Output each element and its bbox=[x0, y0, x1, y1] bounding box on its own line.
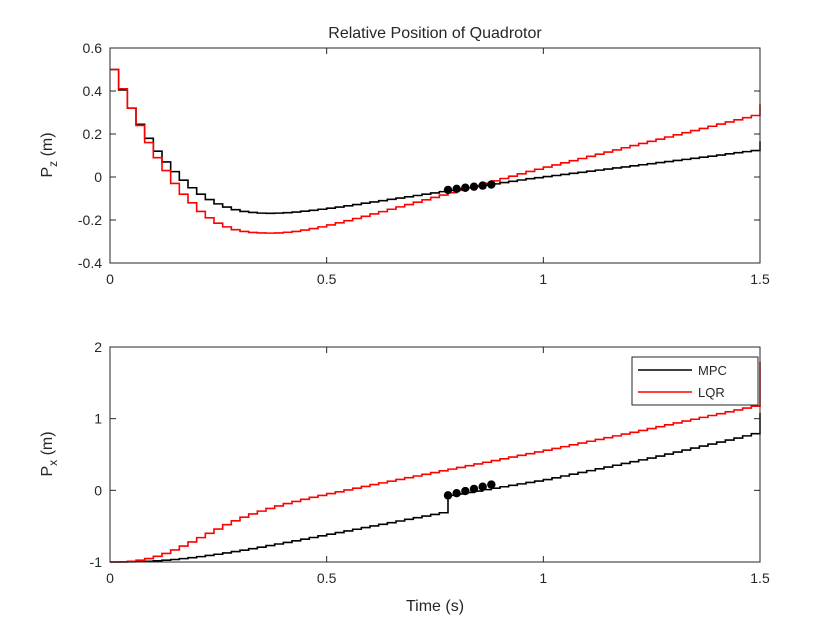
horizon-marker bbox=[478, 181, 487, 190]
y-tick-label: 0.2 bbox=[83, 126, 103, 142]
bottom-y-label-unit: (m) bbox=[39, 431, 56, 459]
x-tick-label: 1 bbox=[539, 271, 547, 287]
x-tick-label: 0.5 bbox=[317, 570, 337, 586]
x-tick-label: 1 bbox=[539, 570, 547, 586]
horizon-marker bbox=[443, 185, 453, 195]
legend: MPC LQR bbox=[631, 356, 759, 406]
x-tick-label: 0 bbox=[106, 570, 114, 586]
top-y-axis-label: Pz (m) bbox=[39, 132, 60, 177]
y-tick-label: -0.2 bbox=[78, 212, 102, 228]
horizon-marker bbox=[452, 489, 461, 498]
top-y-label-sub: z bbox=[46, 161, 60, 167]
horizon-marker bbox=[478, 482, 487, 491]
bottom-y-axis-label: Px (m) bbox=[39, 431, 60, 476]
chart-title: Relative Position of Quadrotor bbox=[328, 25, 542, 42]
y-tick-label: 0 bbox=[94, 169, 102, 185]
x-tick-label: 1.5 bbox=[750, 271, 770, 287]
y-tick-label: -1 bbox=[90, 554, 103, 570]
y-tick-label: 1 bbox=[94, 411, 102, 427]
y-tick-label: 0 bbox=[94, 482, 102, 498]
series-line-lqr bbox=[110, 362, 761, 563]
top-axes: 0 0.5 1 1.5 -0.4 -0.2 0 0.2 0.4 0.6 bbox=[78, 40, 770, 287]
horizon-marker bbox=[461, 183, 470, 192]
series-line-mpc bbox=[110, 68, 761, 215]
x-tick-label: 1.5 bbox=[750, 570, 770, 586]
axes-box bbox=[109, 346, 761, 563]
legend-label-lqr: LQR bbox=[698, 385, 725, 400]
horizon-marker bbox=[487, 480, 496, 489]
y-tick-label: 2 bbox=[94, 339, 102, 355]
horizon-marker bbox=[487, 180, 496, 189]
bottom-y-label-sub: x bbox=[46, 460, 60, 466]
y-tick-label: -0.4 bbox=[78, 255, 102, 271]
y-tick-label: 0.6 bbox=[83, 40, 103, 56]
series-line-lqr bbox=[110, 68, 761, 234]
x-tick-label: 0 bbox=[106, 271, 114, 287]
horizon-marker bbox=[443, 491, 453, 500]
legend-box bbox=[631, 356, 759, 406]
top-y-label-main: P bbox=[39, 167, 56, 178]
x-axis-label: Time (s) bbox=[406, 598, 464, 615]
top-y-label-unit: (m) bbox=[39, 132, 56, 160]
y-tick-label: 0.4 bbox=[83, 83, 103, 99]
x-tick-label: 0.5 bbox=[317, 271, 337, 287]
plot-area bbox=[110, 48, 760, 263]
horizon-marker bbox=[469, 484, 479, 494]
bottom-y-label-main: P bbox=[39, 466, 56, 477]
horizon-marker bbox=[461, 486, 470, 496]
axes-box bbox=[109, 47, 761, 264]
legend-label-mpc: MPC bbox=[698, 363, 727, 378]
horizon-marker bbox=[452, 184, 461, 194]
series-line-mpc bbox=[110, 412, 761, 563]
horizon-marker bbox=[469, 182, 479, 191]
